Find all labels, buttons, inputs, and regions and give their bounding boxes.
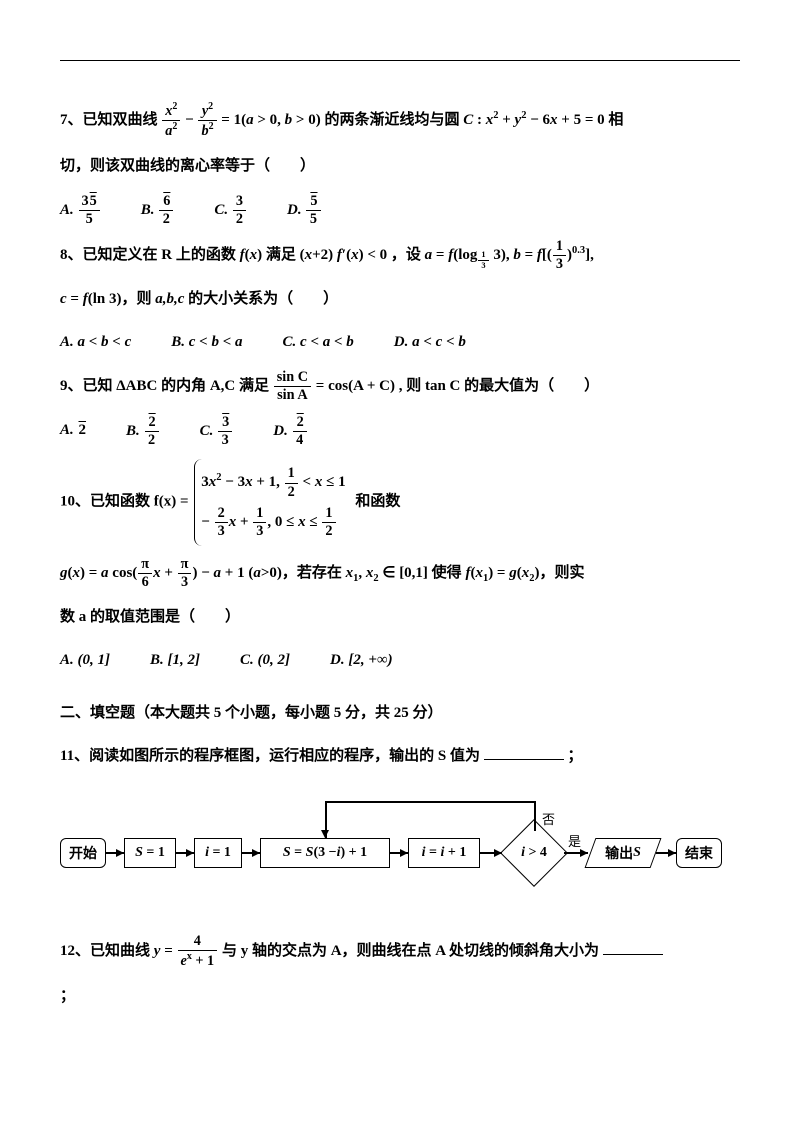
q10-piecewise: 3x2 − 3x + 1, 12 < x ≤ 1 − 23x + 13, 0 ≤…: [194, 459, 351, 545]
flow-update: S = S(3 − i) + 1: [260, 838, 390, 868]
q7-circle: C: [463, 112, 477, 128]
q7-suffix: 相: [608, 112, 623, 128]
q12-mid: 与 y 轴的交点为 A，则曲线在点 A 处切线的倾斜角大小为: [222, 943, 599, 959]
flow-yes-label: 是: [568, 831, 581, 850]
q7-prefix: 7、已知双曲线: [60, 112, 158, 128]
q9-prefix: 9、已知 ΔABC 的内角 A,C 满足: [60, 378, 269, 394]
q7-line1: 7、已知双曲线 x2 a2 − y2 b2 = 1(a > 0, b > 0) …: [60, 101, 740, 140]
q9-line1: 9、已知 ΔABC 的内角 A,C 满足 sin Csin A = cos(A …: [60, 369, 740, 404]
top-rule: [60, 60, 740, 61]
q7-opt-b: B. 62: [141, 193, 175, 228]
q7-line2: 切，则该双曲线的离心率等于（ ）: [60, 150, 740, 183]
flow-start: 开始: [60, 838, 106, 868]
q10-opt-b: B. [1, 2]: [150, 644, 200, 677]
q10-prefix: 10、已知函数 f(x) =: [60, 494, 192, 510]
q8-line1: 8、已知定义在 R 上的函数 f(x) 满足 (x+2) f′(x) < 0 ，…: [60, 238, 740, 273]
q8-opt-a: A. a < b < c: [60, 326, 131, 359]
q10-opt-d: D. [2, +∞): [330, 644, 393, 677]
flow-cond: i > 4: [504, 831, 564, 875]
flow-no-label: 否: [542, 809, 555, 828]
q8-opt-d: D. a < c < b: [394, 326, 466, 359]
q7-mid: 的两条渐近线均与圆: [324, 112, 459, 128]
q10-line1: 10、已知函数 f(x) = 3x2 − 3x + 1, 12 < x ≤ 1 …: [60, 459, 740, 545]
q9-options: A. 2 B. 22 C. 33 D. 24: [60, 414, 740, 449]
q8-line2: c = f(ln 3)，则 a,b,c 的大小关系为（ ）: [60, 283, 740, 316]
q10-suffix: 和函数: [355, 494, 400, 510]
q9-rhs: = cos(A + C) , 则 tan C 的最大值为（ ）: [316, 378, 599, 394]
flow-s-init: S = 1: [124, 838, 176, 868]
q11-tail: ；: [568, 748, 583, 764]
q8-opt-b: B. c < b < a: [171, 326, 242, 359]
flowchart: 开始 S = 1 i = 1 S = S(3 − i) + 1 i = i + …: [60, 783, 740, 903]
q10-line2: g(x) = a cos(π6x + π3) − a + 1 (a>0)，若存在…: [60, 556, 740, 591]
q11-text: 11、阅读如图所示的程序框图，运行相应的程序，输出的 S 值为 ；: [60, 740, 740, 773]
q12-blank[interactable]: [603, 939, 663, 955]
q7-opt-a: A. 355: [60, 193, 101, 228]
q11-blank[interactable]: [484, 744, 564, 760]
q10-opt-c: C. (0, 2]: [240, 644, 290, 677]
section2-title: 二、填空题（本大题共 5 个小题，每小题 5 分，共 25 分）: [60, 697, 740, 730]
q9-opt-c: C. 33: [200, 414, 234, 449]
q12-tail: ；: [60, 980, 740, 1013]
q12-text: 12、已知曲线 y = 4ex + 1 与 y 轴的交点为 A，则曲线在点 A …: [60, 933, 740, 970]
exam-page: 7、已知双曲线 x2 a2 − y2 b2 = 1(a > 0, b > 0) …: [0, 0, 800, 1063]
flow-i-init: i = 1: [194, 838, 242, 868]
q8-options: A. a < b < c B. c < b < a C. c < a < b D…: [60, 326, 740, 359]
q7-frac2: y2 b2: [198, 101, 216, 140]
q10-options: A. (0, 1] B. [1, 2] C. (0, 2] D. [2, +∞): [60, 644, 740, 677]
q12-prefix: 12、已知曲线: [60, 943, 154, 959]
q8-prefix: 8、已知定义在 R 上的函数: [60, 247, 236, 263]
q9-opt-b: B. 22: [126, 414, 160, 449]
q7-opt-c: C. 32: [214, 193, 247, 228]
q7-options: A. 355 B. 62 C. 32 D. 55: [60, 193, 740, 228]
flow-output: 输出S: [590, 838, 656, 868]
q8-opt-c: C. c < a < b: [283, 326, 354, 359]
q7-opt-d: D. 55: [287, 193, 321, 228]
q9-opt-a: A. 2: [60, 414, 86, 449]
q10-line3: 数 a 的取值范围是（ ）: [60, 601, 740, 634]
q11-stem: 11、阅读如图所示的程序框图，运行相应的程序，输出的 S 值为: [60, 748, 480, 764]
q10-opt-a: A. (0, 1]: [60, 644, 110, 677]
q9-opt-d: D. 24: [273, 414, 307, 449]
flow-end: 结束: [676, 838, 722, 868]
flow-inc: i = i + 1: [408, 838, 480, 868]
q7-frac1: x2 a2: [162, 101, 180, 140]
